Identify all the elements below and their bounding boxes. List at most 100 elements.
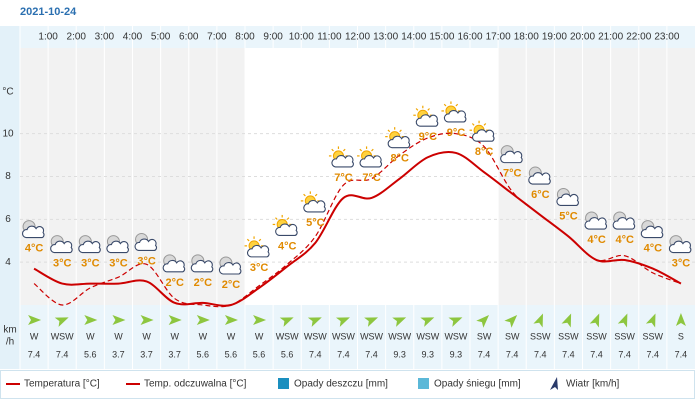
weather-icon [162,254,186,273]
wind-direction: S [678,331,684,341]
legend-label: Temp. odczuwalna [°C] [144,379,247,390]
wind-direction: W [170,331,179,341]
cloud [78,240,101,254]
y-tick-label: 8 [5,171,11,182]
wind-arrow [420,317,435,327]
x-tick-label: 9:00 [263,32,283,43]
wind-speed: 7.4 [647,349,660,359]
wind-arrow [504,315,518,328]
x-tick-label: 8:00 [235,32,255,43]
wind-direction: SSW [530,331,551,341]
temp-label: 4°C [278,240,297,252]
wind-arrow [28,315,42,325]
cloud [247,244,270,258]
cloud [500,150,523,164]
weather-icon [528,166,551,185]
x-tick-label: 17:00 [486,32,511,43]
wind-direction: SW [477,331,492,341]
wind-speed: 5.6 [281,349,294,359]
wind-unit: km [3,325,16,336]
wind-direction: WSW [444,331,467,341]
legend-swatch [418,378,429,389]
legend-label: Wiatr [km/h] [566,379,620,390]
cloud [134,238,158,251]
wind-direction: W [227,331,236,341]
temp-label: 2°C [165,277,184,289]
wind-speed: 5.6 [84,349,97,359]
weather-icon [556,187,579,207]
plot: 1:00 2:00 3:00 4:00 5:00 6:00 7:00 8:00 9:00 10:0… [2,26,695,369]
wind-arrow [140,315,154,325]
sun-ray [387,129,391,133]
wind-arrow [196,315,210,325]
wind-direction: WSW [332,331,355,341]
x-tick-label: 14:00 [401,32,426,43]
temp-label: 4°C [615,234,634,246]
wind-speed: 5.6 [253,349,266,359]
x-tick-label: 1:00 [38,32,58,43]
temp-label: 3°C [81,257,100,269]
wind-speed: 7.4 [506,349,519,359]
wind-direction: SSW [558,331,579,341]
wind-speed: 7.4 [309,349,322,359]
weather-icon [357,146,383,168]
wind-speed: 3.7 [140,349,153,359]
y-tick-label: 6 [5,214,11,225]
weather-icon [244,236,270,258]
wind-arrow [224,315,238,325]
temp-label: 5°C [306,217,325,229]
weather-icon [640,220,664,239]
wind-speed: 5.6 [225,349,238,359]
x-tick-label: 10:00 [289,32,314,43]
temp-label: 4°C [25,242,44,254]
wind-speed: 9.3 [450,349,463,359]
weather-icon [78,235,101,254]
weather-icon [22,220,45,239]
wind-speed: 7.4 [562,349,575,359]
wind-arrow [392,317,407,327]
x-tick-label: 6:00 [179,32,199,43]
legend-label: Temperatura [°C] [24,379,100,390]
left-column [0,26,20,369]
x-tick-label: 20:00 [570,32,595,43]
sun-ray [415,108,419,111]
temp-label: 5°C [559,210,578,222]
legend-swatch [278,378,289,389]
legend-swatch [550,377,558,390]
wind-speed: 7.4 [590,349,603,359]
x-tick-label: 15:00 [429,32,454,43]
x-tick-label: 19:00 [542,32,567,43]
wind-arrow [253,315,267,325]
temp-label: 3°C [53,257,72,269]
weather-icon [50,235,73,254]
cloud [415,114,439,127]
wind-arrow [84,315,98,325]
wind-arrow [307,317,322,327]
y-tick-label: 10 [2,128,14,139]
sun-ray [443,103,447,107]
wind-speed: 7.4 [675,349,688,359]
cloud [303,199,326,213]
series-line [33,150,682,307]
sun-ray [314,193,318,197]
legend-box [0,370,695,399]
cloud [556,193,579,207]
wind-direction: W [199,331,208,341]
wind-direction: WSW [51,331,74,341]
wind-direction: W [142,331,151,341]
cloud [443,110,467,123]
wind-direction: W [86,331,95,341]
cloud [331,154,354,168]
wind-speed: 5.6 [197,349,210,359]
cloud [50,240,73,254]
wind-direction: W [255,331,264,341]
temp-label: 3°C [109,257,128,269]
legend-label: Opady deszczu [mm] [294,379,388,390]
x-tick-label: 4:00 [123,32,143,43]
x-tick-label: 2:00 [67,32,87,43]
weather-icon [190,254,214,273]
temp-label: 8°C [475,146,494,158]
cloud [387,135,411,149]
x-tick-label: 13:00 [373,32,398,43]
wind-speed: 9.3 [422,349,435,359]
